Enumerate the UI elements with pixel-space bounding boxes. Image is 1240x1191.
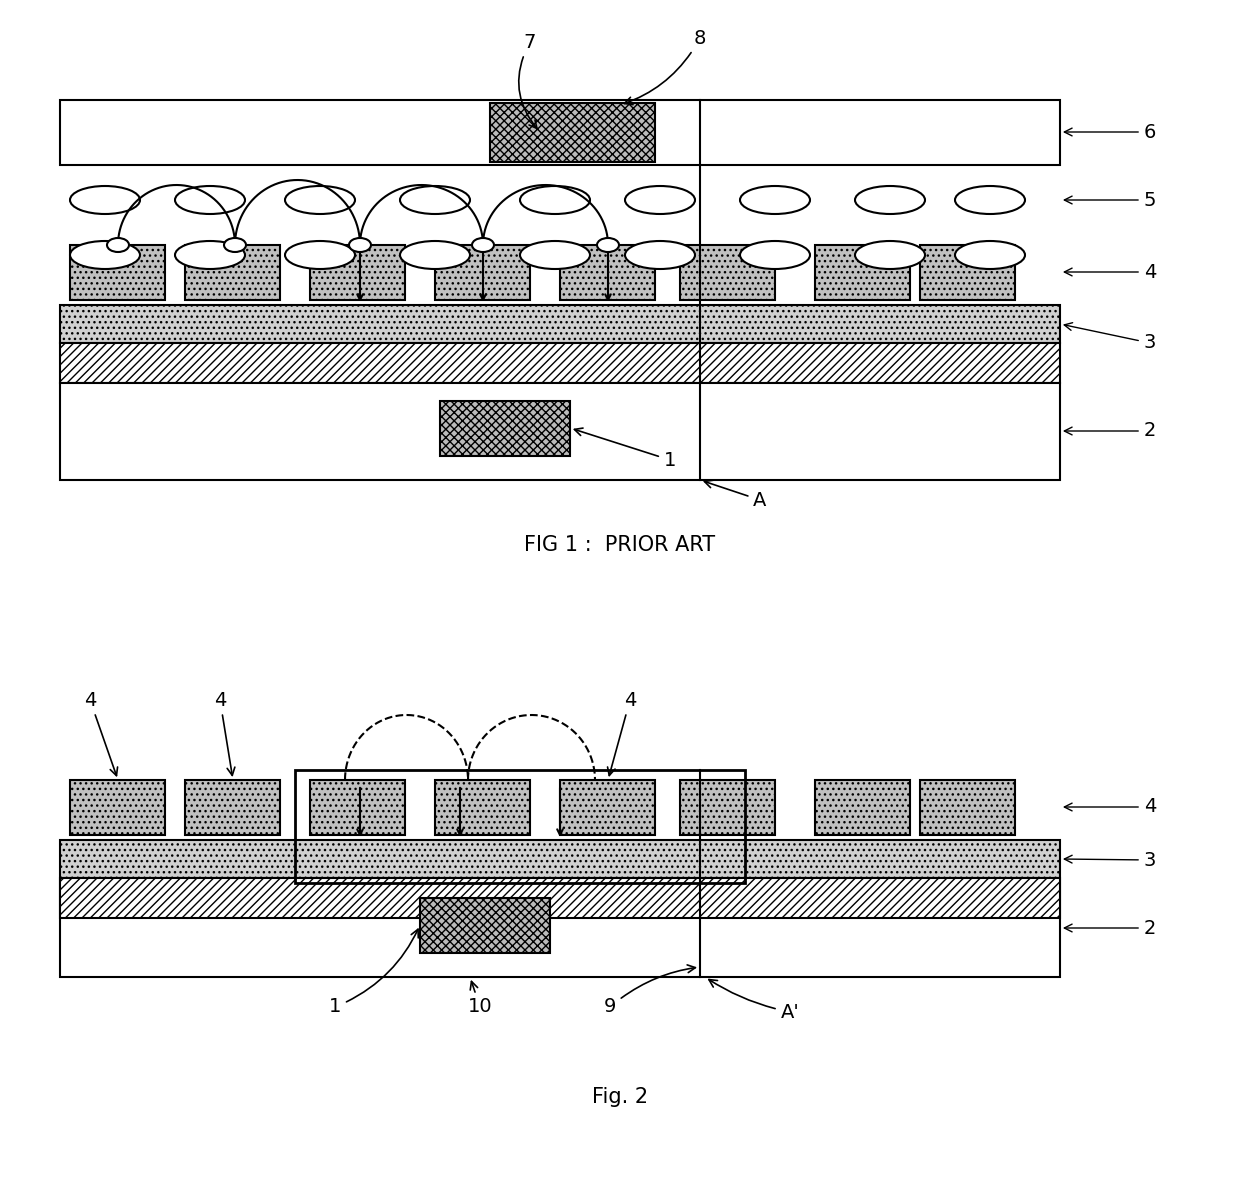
Text: 3: 3	[1064, 850, 1156, 869]
Bar	[60, 100, 1060, 166]
Ellipse shape	[740, 186, 810, 214]
Ellipse shape	[285, 186, 355, 214]
Text: A: A	[704, 480, 766, 510]
Bar	[60, 840, 1060, 878]
Text: 1: 1	[329, 929, 418, 1016]
Text: 8: 8	[625, 29, 707, 105]
Ellipse shape	[401, 241, 470, 269]
Ellipse shape	[472, 238, 494, 252]
Ellipse shape	[401, 186, 470, 214]
Ellipse shape	[520, 241, 590, 269]
Text: 4: 4	[1064, 798, 1156, 817]
Ellipse shape	[955, 241, 1025, 269]
Ellipse shape	[107, 238, 129, 252]
Ellipse shape	[856, 241, 925, 269]
Bar	[920, 780, 1016, 835]
Text: 4: 4	[1064, 262, 1156, 281]
Bar	[560, 780, 655, 835]
Bar	[680, 245, 775, 300]
Ellipse shape	[348, 238, 371, 252]
Text: A': A'	[709, 979, 800, 1022]
Bar	[435, 245, 529, 300]
Bar	[680, 780, 775, 835]
Ellipse shape	[596, 238, 619, 252]
Bar	[310, 780, 405, 835]
Text: 5: 5	[1064, 191, 1156, 210]
Text: 2: 2	[1064, 422, 1156, 441]
Bar	[60, 880, 1060, 977]
Bar	[815, 780, 910, 835]
Bar	[185, 245, 280, 300]
Text: 6: 6	[1064, 123, 1156, 142]
Ellipse shape	[625, 241, 694, 269]
Ellipse shape	[69, 186, 140, 214]
Bar	[435, 780, 529, 835]
Text: 9: 9	[604, 965, 696, 1016]
Ellipse shape	[175, 186, 246, 214]
Bar	[69, 780, 165, 835]
Bar	[295, 771, 745, 883]
Text: 3: 3	[1064, 323, 1156, 353]
Text: 1: 1	[574, 428, 676, 469]
Bar	[185, 780, 280, 835]
Text: 10: 10	[467, 981, 492, 1016]
Bar	[920, 245, 1016, 300]
Text: 4: 4	[608, 691, 636, 775]
Bar	[60, 305, 1060, 343]
Ellipse shape	[175, 241, 246, 269]
Bar	[560, 245, 655, 300]
Bar	[310, 245, 405, 300]
Text: 7: 7	[518, 32, 537, 129]
Ellipse shape	[740, 241, 810, 269]
Ellipse shape	[69, 241, 140, 269]
Text: 4: 4	[213, 691, 234, 775]
Bar	[420, 898, 551, 953]
Bar	[60, 878, 1060, 918]
Ellipse shape	[520, 186, 590, 214]
Text: 4: 4	[84, 691, 118, 775]
Text: Fig. 2: Fig. 2	[591, 1087, 649, 1106]
Bar	[815, 245, 910, 300]
Ellipse shape	[285, 241, 355, 269]
Ellipse shape	[955, 186, 1025, 214]
Bar	[440, 401, 570, 456]
Bar	[60, 343, 1060, 384]
Text: FIG 1 :  PRIOR ART: FIG 1 : PRIOR ART	[525, 535, 715, 555]
Ellipse shape	[224, 238, 246, 252]
Ellipse shape	[625, 186, 694, 214]
Bar	[490, 102, 655, 162]
Bar	[60, 384, 1060, 480]
Ellipse shape	[856, 186, 925, 214]
Bar	[69, 245, 165, 300]
Text: 2: 2	[1064, 918, 1156, 937]
